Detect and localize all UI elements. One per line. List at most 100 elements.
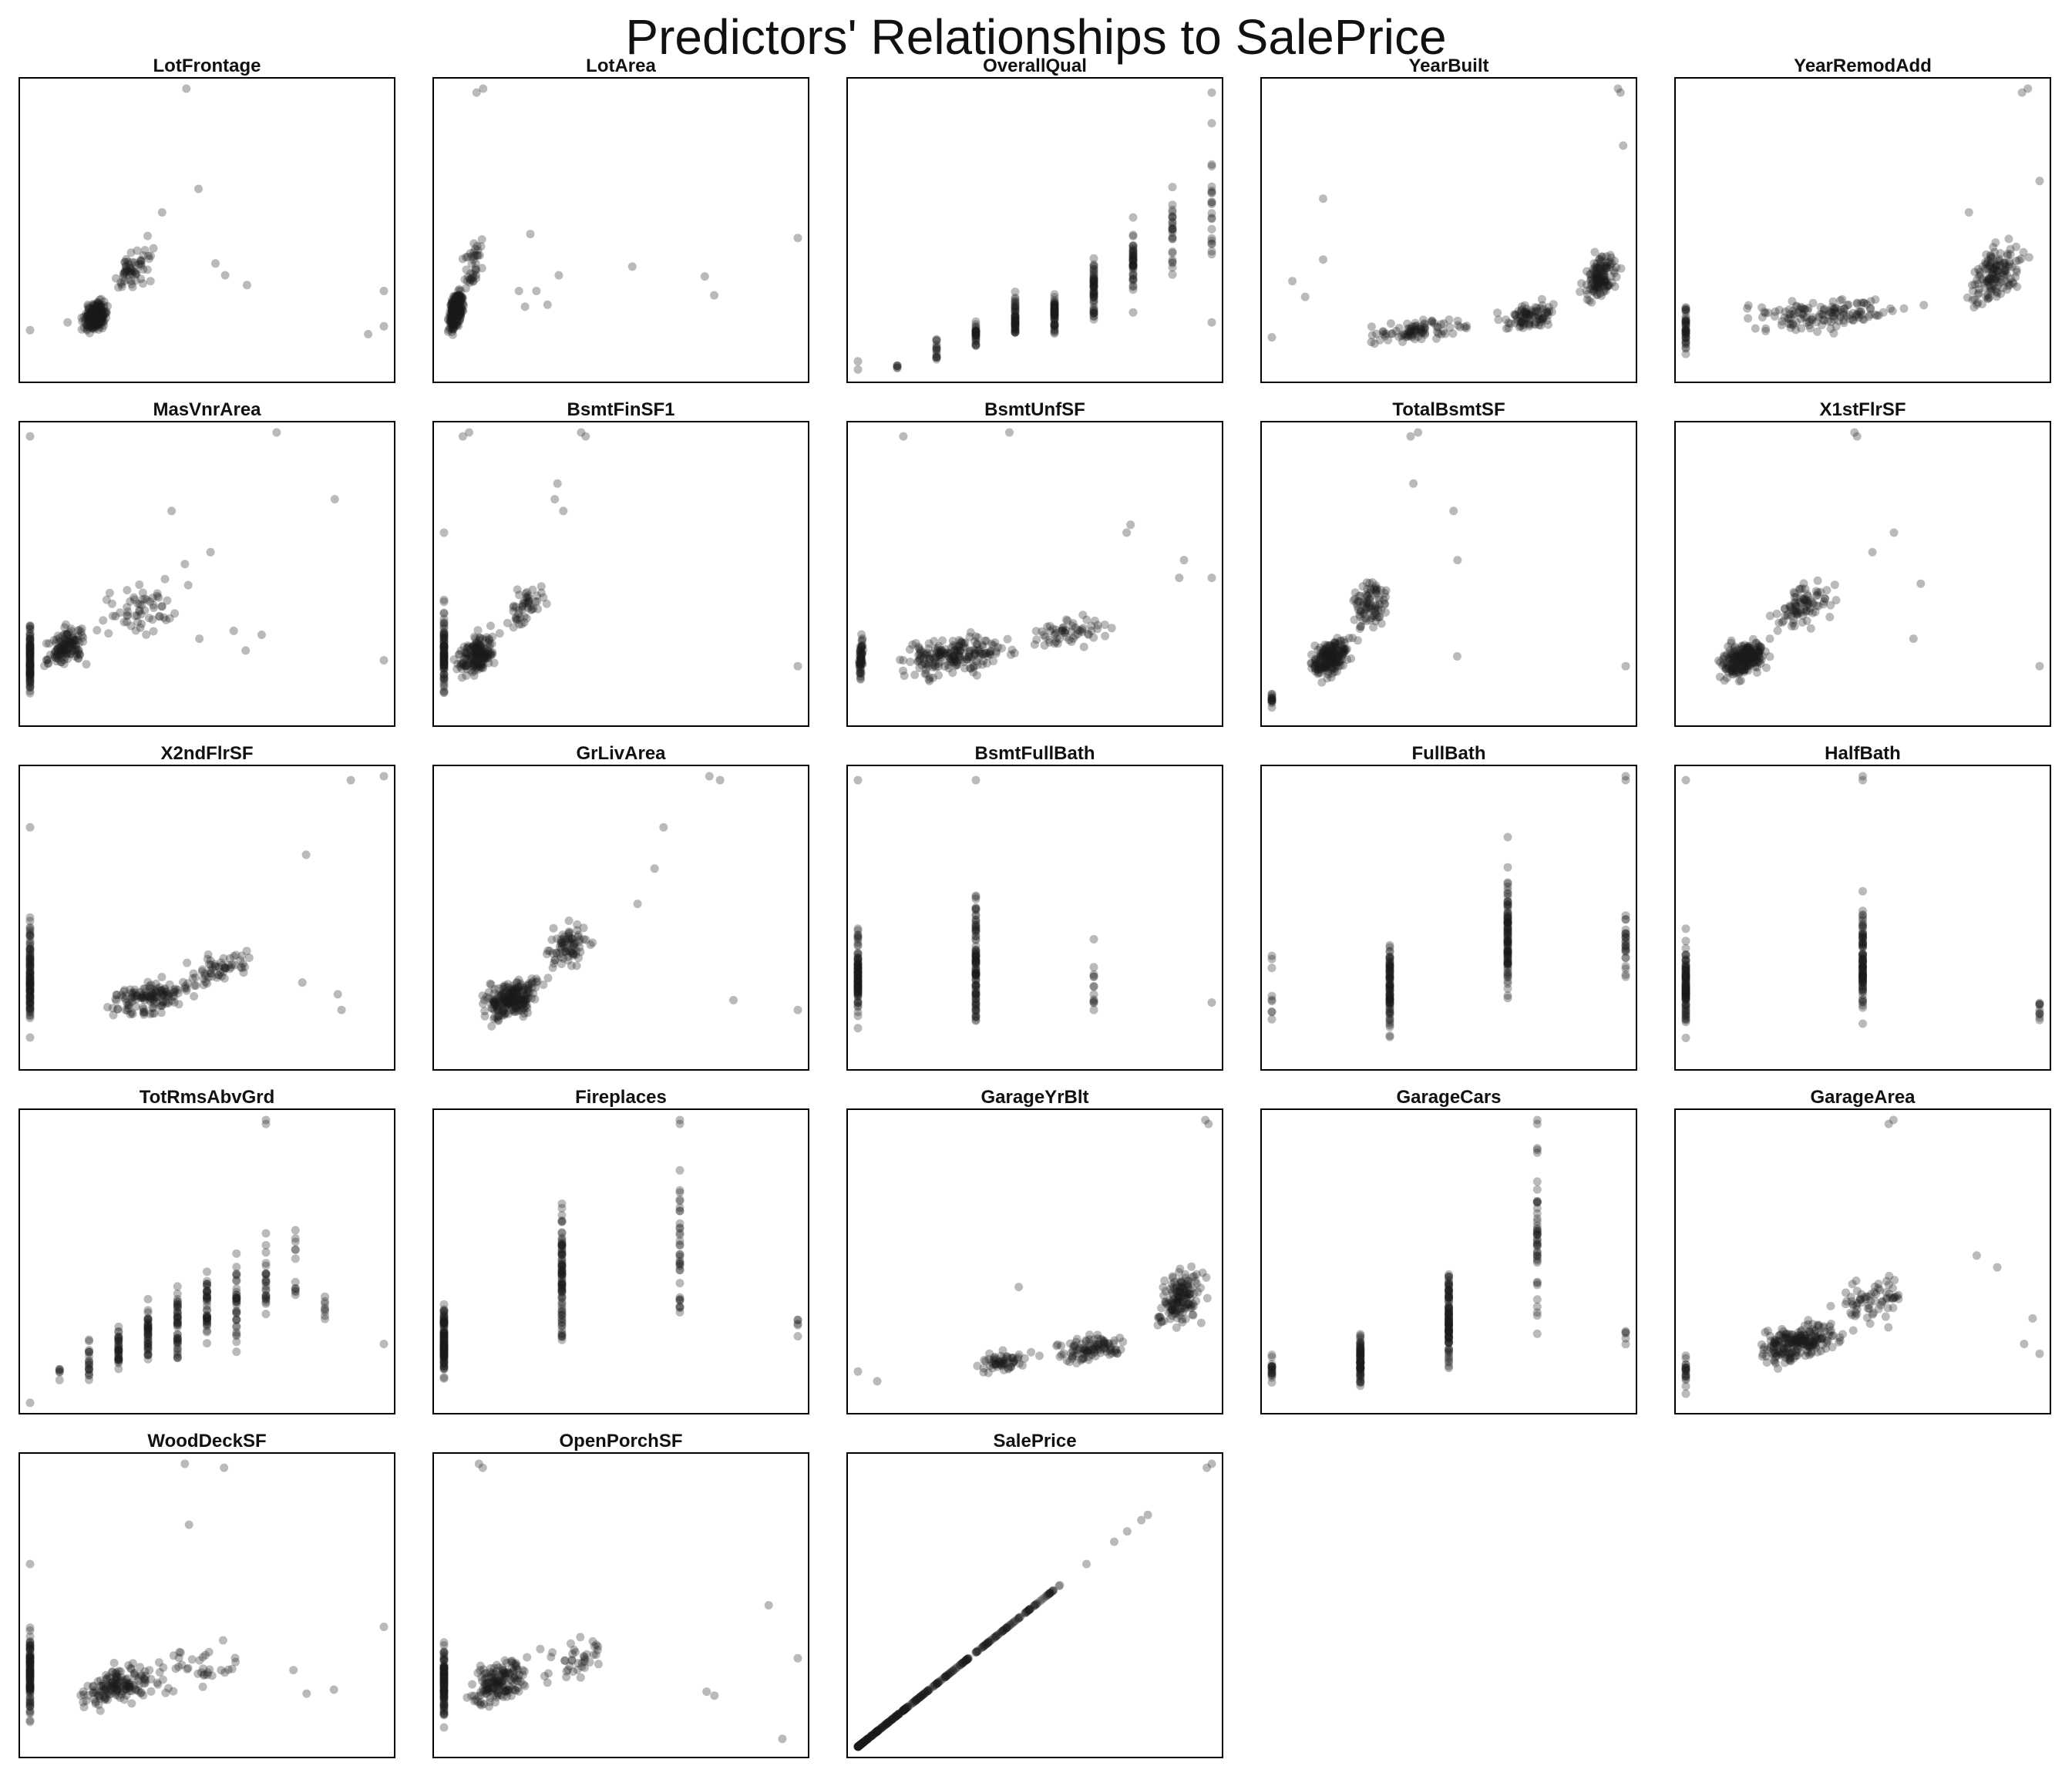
data-point	[86, 314, 96, 323]
data-point	[143, 1354, 153, 1364]
data-point	[96, 314, 105, 323]
data-point	[932, 345, 941, 355]
data-point	[466, 275, 476, 284]
data-point	[1089, 293, 1098, 302]
data-point	[87, 308, 96, 317]
data-point	[92, 318, 101, 328]
data-point	[1089, 306, 1098, 315]
data-point	[1813, 588, 1822, 597]
panel-frame	[18, 77, 395, 383]
data-point	[261, 1229, 271, 1238]
data-point	[1011, 321, 1020, 331]
data-point	[88, 312, 97, 321]
data-point	[291, 1283, 300, 1293]
data-point	[1453, 316, 1462, 325]
data-point	[449, 292, 459, 301]
data-point	[1089, 279, 1098, 288]
data-point	[1011, 321, 1020, 330]
data-point	[1681, 304, 1690, 313]
data-point	[455, 306, 464, 315]
data-point	[92, 318, 102, 327]
data-point	[960, 664, 969, 673]
data-point	[454, 286, 463, 295]
data-point	[449, 311, 458, 321]
data-point	[1050, 310, 1059, 319]
data-point	[971, 334, 980, 343]
data-point	[480, 1011, 489, 1021]
data-point	[469, 255, 478, 264]
data-point	[261, 1261, 271, 1270]
data-point	[456, 298, 465, 308]
data-point	[89, 313, 98, 322]
data-point	[675, 1186, 684, 1195]
data-point	[240, 962, 250, 971]
data-point	[1030, 640, 1039, 649]
data-point	[241, 646, 251, 655]
data-point	[99, 316, 109, 325]
data-point	[451, 301, 460, 311]
data-point	[853, 775, 863, 785]
data-point	[194, 184, 203, 193]
data-point	[458, 300, 467, 309]
scatter-panel-lotarea	[432, 77, 809, 383]
data-point	[450, 315, 459, 325]
data-point	[1050, 325, 1059, 333]
data-point	[971, 330, 980, 338]
data-point	[1089, 292, 1098, 301]
data-point	[2024, 253, 2033, 262]
data-point	[128, 282, 137, 291]
data-point	[96, 312, 106, 321]
data-point	[96, 308, 106, 317]
data-point	[92, 308, 102, 318]
data-point	[557, 1273, 567, 1283]
data-point	[971, 336, 980, 345]
data-point	[1385, 940, 1394, 950]
data-point	[452, 300, 461, 309]
data-point	[93, 320, 103, 329]
data-point	[99, 318, 108, 327]
data-point	[119, 270, 128, 279]
data-point	[92, 301, 101, 311]
data-point	[99, 321, 109, 330]
data-point	[1168, 233, 1177, 242]
data-point	[458, 294, 467, 303]
data-point	[1050, 301, 1059, 310]
data-point	[90, 312, 99, 321]
data-point	[659, 822, 668, 832]
data-point	[1050, 311, 1059, 320]
data-point	[454, 321, 463, 331]
data-point	[86, 314, 95, 323]
data-point	[232, 1276, 241, 1285]
data-point	[93, 311, 103, 320]
data-point	[456, 308, 465, 317]
data-point	[1828, 311, 1837, 321]
data-point	[1128, 271, 1138, 280]
data-point	[232, 1307, 241, 1316]
data-point	[457, 293, 466, 302]
data-point	[451, 298, 460, 307]
data-point	[452, 321, 462, 330]
data-point	[232, 1287, 241, 1297]
data-point	[972, 640, 981, 649]
data-point	[1742, 648, 1751, 657]
data-point	[1050, 308, 1059, 317]
data-point	[84, 314, 93, 323]
data-point	[452, 311, 461, 321]
data-point	[448, 308, 457, 317]
data-point	[379, 656, 388, 665]
data-point	[1168, 247, 1177, 256]
data-point	[1011, 319, 1020, 328]
data-point	[463, 272, 473, 281]
data-point	[499, 993, 508, 1002]
data-point	[445, 311, 454, 321]
data-point	[466, 252, 476, 261]
data-point	[89, 310, 98, 318]
data-point	[550, 959, 559, 968]
data-point	[89, 305, 98, 314]
data-point	[1089, 289, 1098, 298]
data-point	[1050, 314, 1059, 324]
data-point	[853, 960, 863, 970]
data-point	[97, 308, 106, 317]
data-point	[1761, 663, 1771, 672]
data-point	[1089, 291, 1098, 300]
